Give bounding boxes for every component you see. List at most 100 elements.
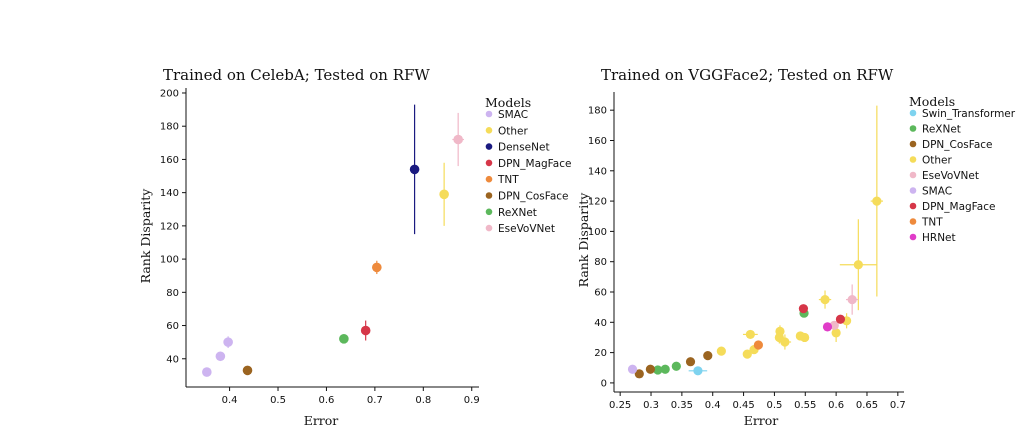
data-point <box>372 260 382 275</box>
point-marker <box>831 328 841 338</box>
x-tick-label: 0.5 <box>766 400 782 411</box>
legend-label: DPN_MagFace <box>498 158 571 170</box>
point-marker <box>742 349 752 359</box>
legend-item: TNT <box>909 217 943 229</box>
legend-marker <box>485 159 493 167</box>
legend-marker <box>485 143 493 150</box>
data-point <box>846 284 859 315</box>
data-point <box>870 105 884 297</box>
x-tick-label: 0.5 <box>270 395 286 406</box>
point-marker <box>822 322 833 332</box>
data-point <box>452 112 464 167</box>
data-point <box>800 332 810 343</box>
data-point <box>775 325 785 338</box>
point-marker <box>660 364 670 374</box>
y-tick-label: 180 <box>588 106 607 117</box>
point-marker <box>753 340 763 350</box>
data-point <box>627 364 638 374</box>
axes: 0.25 0.3 0.35 0.4 0.45 0.5 0.55 0.6 0.65 0.7 0 20 40… <box>588 92 906 411</box>
legend-item: DPN_MagFace <box>485 158 571 170</box>
x-tick-label: 0.35 <box>671 400 693 411</box>
legend-label: DPN_CosFace <box>922 139 993 151</box>
legend-marker <box>909 218 917 225</box>
point-marker <box>872 196 882 206</box>
point-marker <box>780 337 790 347</box>
legend-title: Models <box>485 95 531 110</box>
point-marker <box>653 365 663 375</box>
y-tick-label: 140 <box>588 166 607 177</box>
legend-item: Other <box>909 155 952 167</box>
data-point <box>839 219 877 311</box>
legend-marker <box>909 125 917 132</box>
legend-label: SMAC <box>922 186 952 198</box>
legend-marker <box>485 110 493 118</box>
legend: Models SMAC Other DenseNet DPN_MagFace TNT DP… <box>485 95 571 235</box>
data-point <box>818 290 832 309</box>
legend-marker <box>909 156 917 163</box>
legend-item: EseVoVNet <box>909 170 979 182</box>
x-tick-label: 0.45 <box>732 400 754 411</box>
chart-title: Trained on VGGFace2; Tested on RFW <box>601 66 894 84</box>
legend-label: EseVoVNet <box>922 170 979 182</box>
point-marker <box>685 357 696 367</box>
legend-item: DPN_MagFace <box>909 201 995 213</box>
y-tick-label: 160 <box>588 136 607 147</box>
point-marker <box>339 334 349 344</box>
y-tick-label: 200 <box>160 88 179 99</box>
y-axis-label: Rank Disparity <box>138 188 153 284</box>
legend-label: TNT <box>921 217 943 229</box>
data-point <box>634 369 644 379</box>
data-point <box>742 329 758 340</box>
data-point <box>716 346 726 356</box>
x-tick-label: 0.7 <box>890 400 906 411</box>
data-point <box>409 104 420 235</box>
point-marker <box>242 365 253 376</box>
legend-label: ReXNet <box>922 124 961 136</box>
x-tick-label: 0.7 <box>367 395 383 406</box>
data-point <box>742 349 752 359</box>
legend-item: Swin_Transformer <box>909 108 1016 120</box>
data-point <box>835 314 846 324</box>
legend-marker <box>909 233 917 241</box>
point-marker <box>835 314 846 324</box>
legend-marker <box>485 175 493 183</box>
y-tick-label: 120 <box>588 197 607 208</box>
legend-item: HRNet <box>909 232 956 244</box>
legend-label: DPN_CosFace <box>498 191 569 203</box>
chart-vggface2: Trained on VGGFace2; Tested on RFW Error… <box>576 66 1016 428</box>
data-point <box>798 304 809 314</box>
x-tick-label: 0.3 <box>643 400 659 411</box>
point-marker <box>645 364 656 374</box>
legend-item: ReXNet <box>485 207 537 219</box>
point-marker <box>372 262 382 273</box>
legend-label: DPN_MagFace <box>922 201 995 213</box>
data-point <box>653 365 663 375</box>
x-tick-label: 0.9 <box>464 395 480 406</box>
data-points <box>627 105 884 379</box>
legend-marker <box>909 187 917 194</box>
legend-label: Other <box>922 155 952 167</box>
point-marker <box>223 337 233 347</box>
point-marker <box>439 189 449 200</box>
point-marker <box>215 351 226 362</box>
data-point <box>645 364 656 374</box>
legend-item: TNT <box>485 174 519 186</box>
point-marker <box>745 329 755 340</box>
legend-item: DenseNet <box>485 142 550 154</box>
y-tick-label: 60 <box>594 288 607 299</box>
legend-item: SMAC <box>485 109 528 121</box>
point-marker <box>671 361 681 371</box>
legend-title: Models <box>909 94 955 109</box>
x-tick-label: 0.65 <box>856 400 878 411</box>
point-marker <box>800 332 810 343</box>
data-points <box>202 104 464 377</box>
y-tick-label: 80 <box>594 257 607 268</box>
data-point <box>753 340 763 350</box>
legend-marker <box>909 109 917 117</box>
legend-item: DPN_CosFace <box>485 191 569 203</box>
point-marker <box>853 260 863 270</box>
data-point <box>671 361 681 371</box>
point-marker <box>716 346 726 356</box>
legend-label: HRNet <box>922 232 956 244</box>
